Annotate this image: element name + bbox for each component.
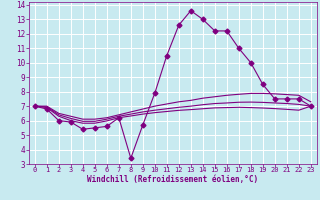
X-axis label: Windchill (Refroidissement éolien,°C): Windchill (Refroidissement éolien,°C) bbox=[87, 175, 258, 184]
